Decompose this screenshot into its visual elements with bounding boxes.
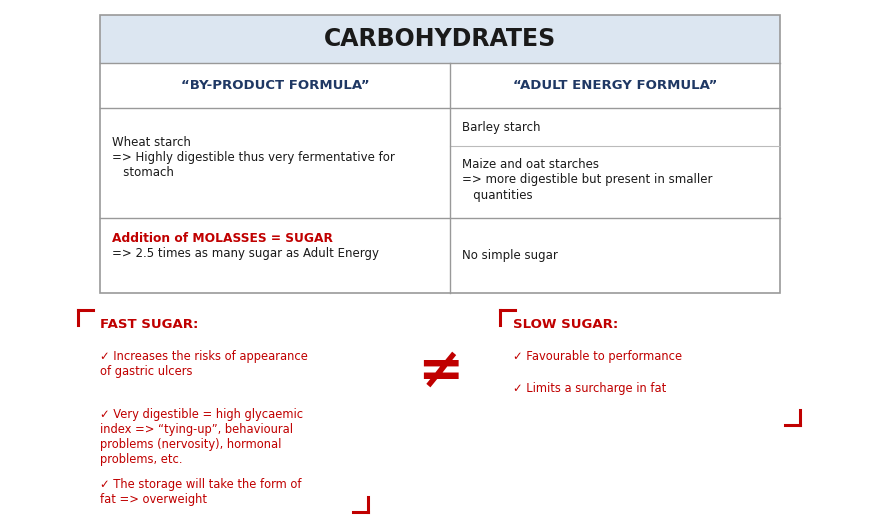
- Text: => 2.5 times as many sugar as Adult Energy: => 2.5 times as many sugar as Adult Ener…: [112, 248, 379, 261]
- Bar: [100, 15, 780, 63]
- Text: CARBOHYDRATES: CARBOHYDRATES: [324, 27, 556, 51]
- Bar: [100, 15, 780, 293]
- Text: SLOW SUGAR:: SLOW SUGAR:: [513, 318, 619, 331]
- Text: “BY-PRODUCT FORMULA”: “BY-PRODUCT FORMULA”: [180, 79, 370, 92]
- Text: FAST SUGAR:: FAST SUGAR:: [100, 318, 198, 331]
- Text: Addition of MOLASSES = SUGAR: Addition of MOLASSES = SUGAR: [112, 233, 333, 245]
- Text: ✓ Very digestible = high glycaemic
index => “tying-up”, behavioural
problems (ne: ✓ Very digestible = high glycaemic index…: [100, 408, 303, 466]
- Text: Maize and oat starches
=> more digestible but present in smaller
   quantities: Maize and oat starches => more digestibl…: [462, 158, 713, 201]
- Text: ✓ The storage will take the form of
fat => overweight: ✓ The storage will take the form of fat …: [100, 478, 302, 506]
- Text: ✓ Limits a surcharge in fat: ✓ Limits a surcharge in fat: [513, 382, 666, 395]
- Text: ✓ Increases the risks of appearance
of gastric ulcers: ✓ Increases the risks of appearance of g…: [100, 350, 308, 378]
- Text: ✓ Favourable to performance: ✓ Favourable to performance: [513, 350, 682, 363]
- Text: ≠: ≠: [417, 345, 463, 399]
- Text: No simple sugar: No simple sugar: [462, 249, 558, 262]
- Text: Barley starch: Barley starch: [462, 120, 540, 134]
- Text: “ADULT ENERGY FORMULA”: “ADULT ENERGY FORMULA”: [513, 79, 717, 92]
- Text: Wheat starch
=> Highly digestible thus very fermentative for
   stomach: Wheat starch => Highly digestible thus v…: [112, 137, 395, 180]
